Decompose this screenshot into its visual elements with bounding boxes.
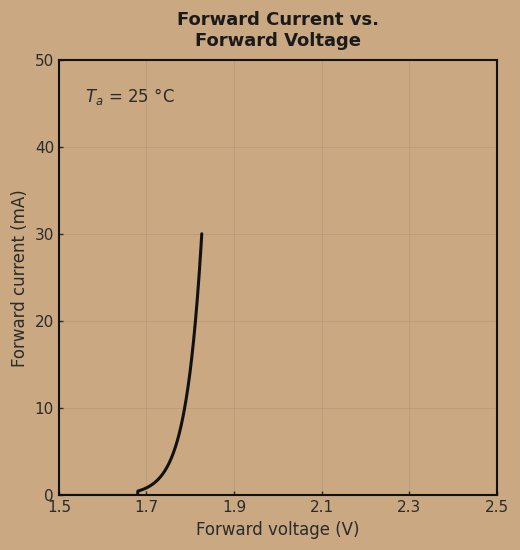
Title: Forward Current vs.
Forward Voltage: Forward Current vs. Forward Voltage bbox=[177, 11, 379, 50]
Text: $T_a$ = 25 °C: $T_a$ = 25 °C bbox=[85, 86, 175, 107]
Y-axis label: Forward current (mA): Forward current (mA) bbox=[11, 189, 29, 366]
X-axis label: Forward voltage (V): Forward voltage (V) bbox=[196, 521, 360, 539]
